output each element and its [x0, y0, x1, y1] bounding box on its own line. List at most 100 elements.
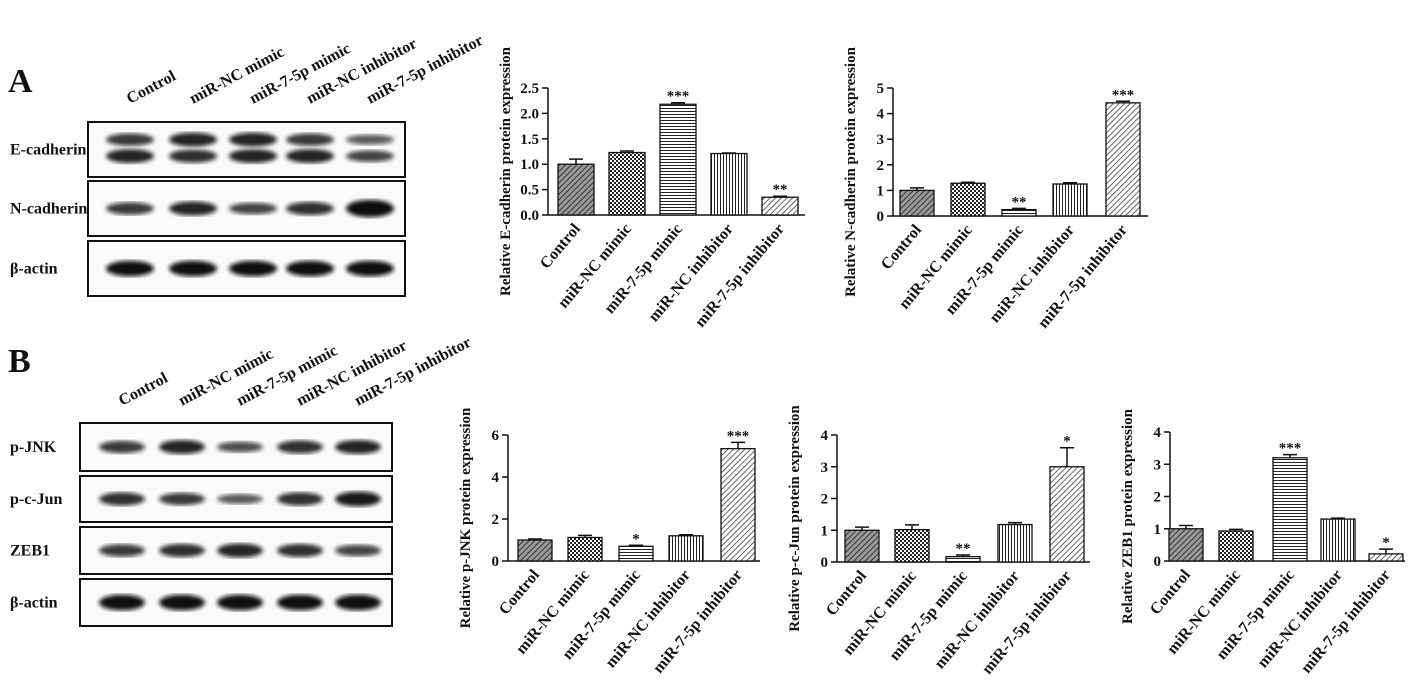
protein-label: β-actin — [10, 595, 58, 612]
x-tick-label: Control — [537, 220, 584, 272]
blot-band — [277, 543, 323, 558]
protein-label: N-cadherin — [10, 201, 87, 218]
blot-band — [169, 149, 217, 163]
y-tick-label: 4 — [821, 428, 829, 444]
error-bar — [1008, 521, 1022, 525]
error-bar — [961, 181, 975, 184]
y-axis-label: Relative N-cadherin protein expression — [843, 46, 859, 297]
bar — [950, 182, 986, 217]
error-bar — [722, 152, 736, 154]
significance: * — [632, 531, 640, 547]
bar — [894, 528, 930, 563]
significance: * — [1382, 535, 1390, 551]
blot-band — [229, 132, 277, 147]
blot-band — [169, 260, 217, 277]
y-tick-label: 4 — [1154, 425, 1162, 441]
y-tick-label: 4 — [877, 107, 885, 123]
blot-band — [217, 494, 263, 504]
blot-band — [346, 260, 394, 277]
bar — [844, 529, 880, 563]
error-bar — [731, 441, 745, 449]
bar — [1001, 208, 1037, 217]
bar — [1052, 183, 1088, 217]
x-tick-label: Control — [496, 566, 543, 618]
y-tick-label: 2 — [877, 158, 885, 174]
lane-label: miR-7-5p mimic — [234, 342, 340, 409]
lane-label: Control — [124, 67, 179, 107]
protein-label: p-JNK — [10, 439, 57, 456]
blot-band — [229, 202, 277, 215]
blot-band — [346, 150, 394, 162]
error-bar — [1116, 100, 1130, 103]
error-bar — [679, 534, 693, 536]
bar — [1320, 518, 1356, 562]
error-bar — [629, 544, 643, 547]
error-bar — [905, 524, 919, 530]
bar — [945, 555, 981, 563]
protein-label: E-cadherin — [10, 142, 87, 159]
blot-band — [106, 149, 154, 164]
x-tick-label: miR-7-5p inhibitor — [1298, 567, 1394, 677]
y-tick-label: 0 — [1154, 554, 1162, 570]
bar — [1272, 457, 1308, 562]
error-bar — [773, 195, 787, 198]
blot-band — [277, 440, 323, 454]
y-tick-label: 0 — [877, 209, 885, 225]
blot-band — [99, 440, 145, 454]
x-tick-label: miR-NC inhibitor — [1254, 567, 1346, 672]
x-tick-label: Control — [823, 567, 870, 619]
error-bar — [1229, 528, 1243, 532]
blot-band — [346, 134, 394, 145]
blot-band — [277, 594, 323, 611]
blot-band — [335, 594, 381, 611]
bar — [557, 163, 595, 216]
y-tick-label: 0.5 — [520, 183, 539, 199]
blot-band — [159, 440, 205, 454]
significance: *** — [1112, 87, 1135, 103]
bar — [659, 103, 697, 216]
x-tick-label: Control — [1147, 566, 1194, 618]
blot-band — [335, 440, 381, 454]
bar — [899, 189, 935, 217]
blot-band — [286, 149, 334, 164]
y-tick-label: 3 — [877, 132, 885, 148]
blot-band — [99, 594, 145, 611]
panel-label: A — [8, 63, 33, 100]
error-bar — [910, 187, 924, 191]
blot-band — [217, 594, 263, 611]
protein-label: β-actin — [10, 261, 58, 278]
error-bar — [956, 554, 970, 557]
blot-band — [106, 133, 154, 146]
error-bar — [1379, 548, 1393, 554]
y-tick-label: 3 — [1154, 457, 1162, 473]
y-tick-label: 0 — [492, 554, 500, 570]
blot-band — [335, 491, 381, 507]
lane-label: miR-NC mimic — [176, 345, 276, 409]
blot-band — [99, 492, 145, 506]
y-tick-label: 0 — [821, 555, 829, 571]
significance: ** — [1012, 194, 1027, 210]
panel-label: B — [8, 343, 31, 380]
blot-band — [286, 260, 334, 277]
error-bar — [855, 526, 869, 531]
bar — [668, 535, 704, 562]
bar — [608, 151, 646, 216]
y-tick-label: 2 — [492, 512, 500, 528]
x-tick-label: Control — [878, 221, 925, 273]
bar — [1368, 553, 1404, 562]
y-tick-label: 5 — [877, 81, 885, 97]
blot-band — [159, 543, 205, 558]
bar — [997, 523, 1033, 563]
error-bar — [1063, 181, 1077, 184]
bar — [710, 152, 748, 216]
x-tick-label: miR-7-5p inhibitor — [650, 567, 746, 677]
bar — [567, 536, 603, 562]
y-tick-label: 1.5 — [520, 132, 539, 148]
error-bar — [1331, 517, 1345, 520]
y-tick-label: 2.0 — [520, 106, 539, 122]
blot-band — [286, 133, 334, 146]
y-tick-label: 1 — [1154, 522, 1162, 538]
error-bar — [1012, 207, 1026, 210]
blot-band — [229, 260, 277, 277]
